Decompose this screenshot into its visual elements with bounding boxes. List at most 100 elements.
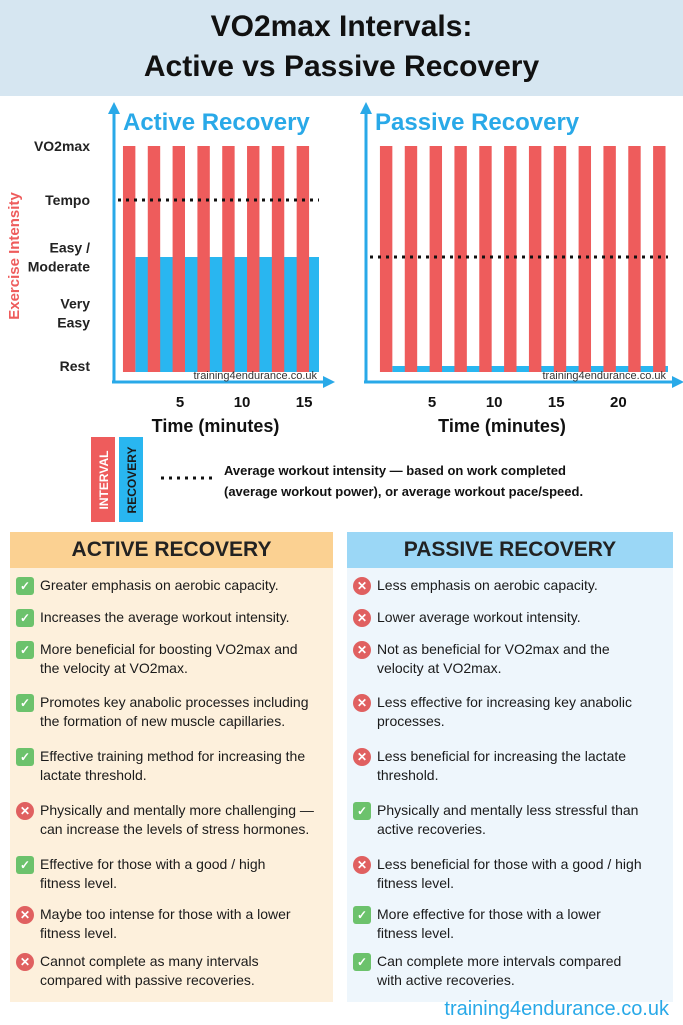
page-title-line2: Active vs Passive Recovery	[0, 50, 683, 84]
footer-credit: training4endurance.co.uk	[444, 998, 669, 1021]
cross-icon: ✕	[16, 906, 34, 924]
interval-bar	[247, 146, 259, 372]
x-tick-label: 15	[548, 394, 565, 411]
list-item: ✓ More effective for those with a lower fi…	[347, 905, 673, 943]
y-level-label: Moderate	[28, 259, 90, 275]
cross-icon: ✕	[353, 577, 371, 595]
list-item: ✓ Can complete more intervals compared wit…	[347, 952, 673, 990]
list-item-text: More beneficial for boosting VO2max and t…	[40, 640, 298, 678]
list-item-text: Can complete more intervals compared with…	[377, 952, 621, 990]
list-item-text: Effective for those with a good / high fi…	[40, 855, 265, 893]
list-item: ✕ Physically and mentally more challengin…	[10, 801, 333, 839]
interval-bar	[479, 146, 491, 372]
interval-bar	[405, 146, 417, 372]
chart-title: Passive Recovery	[375, 109, 580, 136]
y-level-label: Easy /	[50, 240, 91, 256]
list-item: ✓ Greater emphasis on aerobic capacity.	[10, 576, 333, 595]
interval-bar	[148, 146, 160, 372]
list-item-text: Less beneficial for increasing the lacta…	[377, 747, 626, 785]
cross-icon: ✕	[16, 953, 34, 971]
x-tick-label: 15	[296, 394, 313, 411]
interval-bar	[123, 146, 135, 372]
page-header: VO2max Intervals: Active vs Passive Reco…	[0, 0, 683, 96]
interval-bar	[579, 146, 591, 372]
active-recovery-chart: Active Recovery training4endurance.co.uk 5…	[112, 108, 329, 436]
legend-interval-label: INTERVAL	[97, 451, 111, 510]
interval-bar	[504, 146, 516, 372]
interval-bar	[529, 146, 541, 372]
list-item: ✕ Less effective for increasing key anabo…	[347, 693, 673, 731]
check-icon: ✓	[16, 577, 34, 595]
y-level-label: VO2max	[34, 138, 90, 154]
cross-icon: ✕	[353, 748, 371, 766]
list-item: ✓ Effective for those with a good / high f…	[10, 855, 333, 893]
chart-watermark: training4endurance.co.uk	[542, 370, 666, 382]
x-tick-label: 5	[428, 394, 436, 411]
check-icon: ✓	[16, 609, 34, 627]
legend-recovery-label: RECOVERY	[125, 447, 139, 514]
check-icon: ✓	[353, 802, 371, 820]
check-icon: ✓	[16, 694, 34, 712]
list-item-text: Not as beneficial for VO2max and the velo…	[377, 640, 610, 678]
legend: INTERVAL RECOVERY Average workout intensit…	[91, 437, 583, 522]
interval-bar	[554, 146, 566, 372]
check-icon: ✓	[353, 906, 371, 924]
interval-bar	[628, 146, 640, 372]
list-item: ✓ Increases the average workout intensity…	[10, 608, 333, 627]
interval-bar	[380, 146, 392, 372]
list-item-text: Less beneficial for those with a good / …	[377, 855, 642, 893]
x-axis-title: Time (minutes)	[438, 416, 566, 436]
passive-recovery-chart: Passive Recovery training4endurance.co.uk…	[364, 108, 678, 436]
cross-icon: ✕	[353, 609, 371, 627]
legend-line-text: (average workout power), or average work…	[224, 484, 583, 499]
list-item: ✓ More beneficial for boosting VO2max and…	[10, 640, 333, 678]
page-title-line1: VO2max Intervals:	[0, 10, 683, 44]
list-item: ✕ Less beneficial for those with a good /…	[347, 855, 673, 893]
cross-icon: ✕	[353, 641, 371, 659]
chart-title: Active Recovery	[123, 109, 310, 136]
x-tick-label: 5	[176, 394, 184, 411]
check-icon: ✓	[16, 856, 34, 874]
list-item: ✓ Physically and mentally less stressful …	[347, 801, 673, 839]
list-item-text: Cannot complete as many intervals compare…	[40, 952, 259, 990]
list-item-text: Increases the average workout intensity.	[40, 608, 290, 627]
cross-icon: ✕	[353, 856, 371, 874]
y-level-label: Tempo	[45, 192, 90, 208]
y-level-label: Very	[60, 296, 90, 312]
list-item-text: Promotes key anabolic processes includin…	[40, 693, 308, 731]
active-recovery-panel: ACTIVE RECOVERY ✓ Greater emphasis on aer…	[10, 532, 333, 1002]
list-item: ✕ Not as beneficial for VO2max and the vel…	[347, 640, 673, 678]
cross-icon: ✕	[16, 802, 34, 820]
active-panel-title: ACTIVE RECOVERY	[10, 532, 333, 568]
list-item-text: Less emphasis on aerobic capacity.	[377, 576, 598, 595]
chart-watermark: training4endurance.co.uk	[193, 370, 317, 382]
interval-charts: VO2max Tempo Easy / Moderate Very Easy Rest Exe…	[0, 96, 683, 532]
interval-bar	[222, 146, 234, 372]
list-item: ✕ Lower average workout intensity.	[347, 608, 673, 627]
x-axis-title: Time (minutes)	[152, 416, 280, 436]
list-item-text: Greater emphasis on aerobic capacity.	[40, 576, 279, 595]
list-item-text: More effective for those with a lower fit…	[377, 905, 601, 943]
x-tick-label: 20	[610, 394, 627, 411]
check-icon: ✓	[16, 641, 34, 659]
check-icon: ✓	[16, 748, 34, 766]
y-level-label: Rest	[60, 358, 91, 374]
list-item: ✕ Cannot complete as many intervals compar…	[10, 952, 333, 990]
list-item: ✓ Promotes key anabolic processes includi…	[10, 693, 333, 731]
interval-bar	[653, 146, 665, 372]
passive-recovery-panel: PASSIVE RECOVERY ✕ Less emphasis on aerob…	[347, 532, 673, 1002]
list-item-text: Maybe too intense for those with a lower…	[40, 905, 291, 943]
y-axis-labels: VO2max Tempo Easy / Moderate Very Easy Rest Exe…	[6, 138, 90, 374]
list-item: ✕ Less beneficial for increasing the lact…	[347, 747, 673, 785]
list-item-text: Physically and mentally less stressful t…	[377, 801, 638, 839]
list-item-text: Effective training method for increasing…	[40, 747, 305, 785]
x-tick-label: 10	[486, 394, 503, 411]
interval-bar	[272, 146, 284, 372]
interval-bar	[454, 146, 466, 372]
list-item-text: Less effective for increasing key anabol…	[377, 693, 632, 731]
interval-bar	[297, 146, 309, 372]
list-item: ✓ Effective training method for increasin…	[10, 747, 333, 785]
interval-bar	[603, 146, 615, 372]
passive-panel-title: PASSIVE RECOVERY	[347, 532, 673, 568]
list-item: ✕ Maybe too intense for those with a lowe…	[10, 905, 333, 943]
